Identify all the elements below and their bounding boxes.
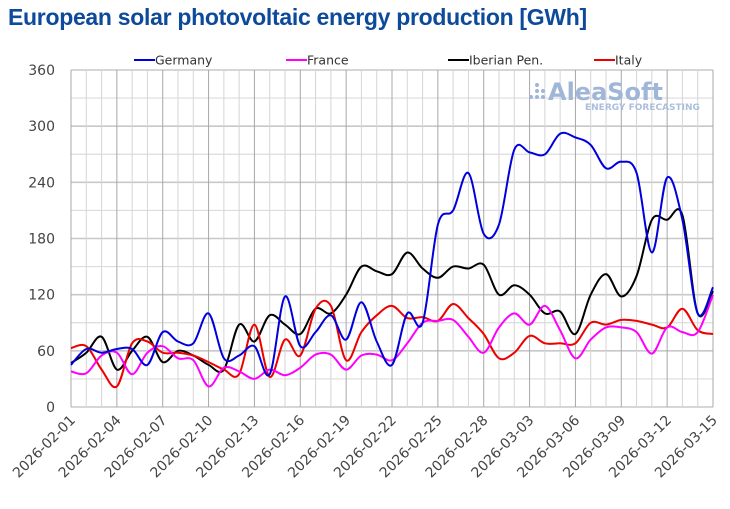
aleasoft-logo-icon <box>529 83 545 99</box>
legend-label: Iberian Pen. <box>469 53 543 68</box>
series-line-iberian-pen <box>70 208 714 373</box>
x-axis: 2026-02-012026-02-042026-02-072026-02-10… <box>10 412 721 481</box>
y-tick-label: 180 <box>28 232 55 248</box>
y-tick-label: 0 <box>46 400 55 416</box>
grid <box>70 69 714 408</box>
legend-item: France <box>286 53 349 68</box>
y-tick-label: 60 <box>37 344 55 360</box>
legend-item: Germany <box>134 53 213 68</box>
y-tick-label: 240 <box>28 175 55 191</box>
watermark-tagline: ENERGY FORECASTING <box>585 103 700 113</box>
legend-label: Italy <box>615 53 643 68</box>
series-lines <box>70 131 714 389</box>
legend-item: Italy <box>594 53 643 68</box>
legend: Germany France Iberian Pen. Italy <box>134 53 643 68</box>
legend-item: Iberian Pen. <box>448 53 543 68</box>
watermark-brand: AleaSoft <box>548 78 663 106</box>
y-tick-label: 120 <box>28 288 55 304</box>
y-tick-label: 300 <box>28 119 55 135</box>
legend-label: France <box>307 53 349 68</box>
y-tick-label: 360 <box>28 63 55 79</box>
aleasoft-watermark: AleaSoft ENERGY FORECASTING <box>529 78 700 113</box>
legend-label: Germany <box>155 53 213 68</box>
y-axis: 0 60 120 180 240 300 360 <box>28 63 55 416</box>
series-line-germany <box>70 131 714 377</box>
chart-title: European solar photovoltaic energy produ… <box>8 4 587 30</box>
